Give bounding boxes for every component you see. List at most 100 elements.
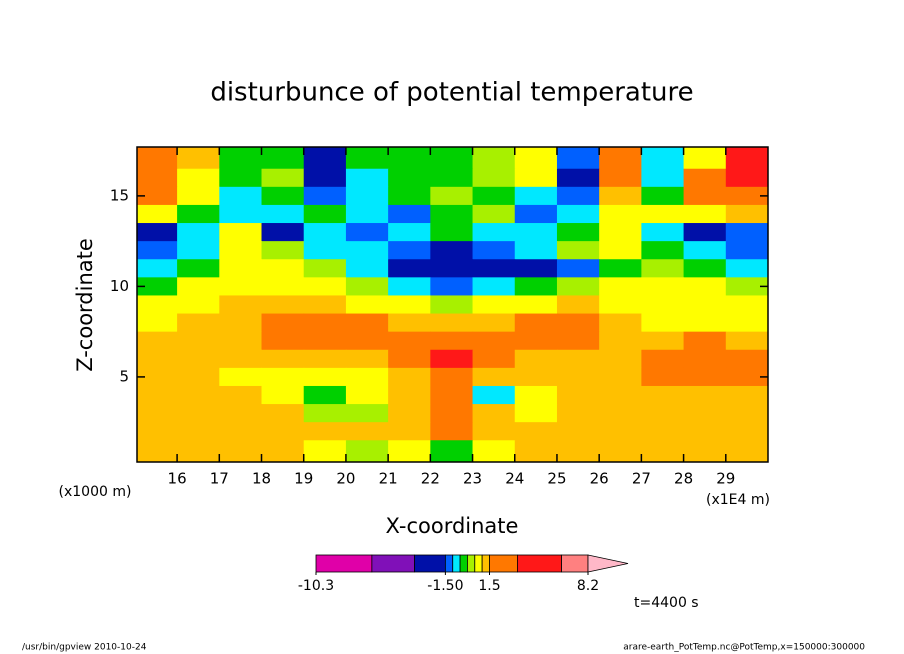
contour-cell <box>683 385 727 405</box>
contour-cell <box>683 241 727 260</box>
x-tick-label: 26 <box>590 470 609 488</box>
contour-cell <box>303 313 347 333</box>
contour-cell <box>177 204 220 224</box>
contour-cell <box>345 404 389 423</box>
contour-cell <box>219 295 263 315</box>
contour-cell <box>641 349 685 369</box>
contour-cell <box>725 367 769 387</box>
contour-cell <box>345 223 389 242</box>
contour-cell <box>219 367 263 387</box>
contour-cell <box>137 186 178 206</box>
contour-cell <box>345 277 389 296</box>
contour-cell <box>137 313 178 333</box>
contour-cell <box>388 349 431 369</box>
contour-cell <box>725 349 769 369</box>
contour-cell <box>303 147 347 170</box>
contour-cell <box>514 259 558 278</box>
contour-cell <box>137 367 178 387</box>
contour-cell <box>683 440 727 463</box>
contour-cell <box>388 404 431 423</box>
contour-cell <box>599 204 642 224</box>
y-axis-label: Z-coordinate <box>73 238 97 372</box>
x-tick-label: 28 <box>674 470 693 488</box>
contour-cell <box>219 440 263 463</box>
contour-cell <box>599 331 642 351</box>
contour-cell <box>514 404 558 423</box>
contour-cell <box>261 313 305 333</box>
footer-right: arare-earth_PotTemp.nc@PotTemp,x=150000:… <box>623 643 865 653</box>
contour-cell <box>137 422 178 441</box>
x-tick-label: 29 <box>716 470 735 488</box>
contour-cell <box>556 168 600 188</box>
contour-cell <box>556 241 600 260</box>
contour-cell <box>137 440 178 463</box>
contour-cell <box>219 385 263 405</box>
contour-cell <box>388 223 431 242</box>
contour-cell <box>177 295 220 315</box>
y-tick-label: 10 <box>110 277 129 295</box>
contour-cell <box>137 295 178 315</box>
contour-cell <box>599 241 642 260</box>
contour-cell <box>472 404 516 423</box>
colorbar-segment <box>459 554 468 573</box>
contour-cell <box>388 204 431 224</box>
contour-cell <box>430 168 474 188</box>
contour-cell <box>599 349 642 369</box>
contour-cell <box>430 349 474 369</box>
colorbar-segment <box>315 554 373 573</box>
contour-cell <box>641 223 685 242</box>
contour-cell <box>472 440 516 463</box>
contour-cell <box>177 259 220 278</box>
contour-cell <box>345 313 389 333</box>
contour-cell <box>303 295 347 315</box>
contour-cell <box>683 367 727 387</box>
contour-cell <box>683 186 727 206</box>
contour-cell <box>599 313 642 333</box>
contour-cell <box>514 422 558 441</box>
contour-cell <box>388 168 431 188</box>
contour-cell <box>219 241 263 260</box>
contour-cell <box>472 147 516 170</box>
contour-cell <box>514 277 558 296</box>
contour-cell <box>177 186 220 206</box>
x-tick-label: 24 <box>505 470 524 488</box>
contour-cell <box>261 440 305 463</box>
contour-cell <box>345 367 389 387</box>
contour-cell <box>514 186 558 206</box>
contour-cell <box>725 259 769 278</box>
contour-cell <box>472 385 516 405</box>
contour-cell <box>137 223 178 242</box>
x-tick-label: 25 <box>547 470 566 488</box>
contour-cell <box>599 404 642 423</box>
contour-cell <box>303 186 347 206</box>
contour-cell <box>599 422 642 441</box>
contour-cell <box>388 331 431 351</box>
contour-cell <box>388 259 431 278</box>
contour-cell <box>725 331 769 351</box>
contour-cell <box>177 147 220 170</box>
contour-cell <box>388 313 431 333</box>
contour-cell <box>388 186 431 206</box>
x-tick-label: 27 <box>632 470 651 488</box>
contour-cell <box>725 295 769 315</box>
colorbar-tick-label: 1.5 <box>478 578 500 594</box>
contour-cell <box>430 147 474 170</box>
x-tick-label: 23 <box>463 470 482 488</box>
contour-cell <box>303 204 347 224</box>
contour-cell <box>430 277 474 296</box>
contour-cell <box>641 147 685 170</box>
contour-cell <box>430 331 474 351</box>
contour-cell <box>219 168 263 188</box>
annotation: t=4400 s <box>634 595 699 611</box>
contour-cell <box>345 440 389 463</box>
contour-cell <box>556 313 600 333</box>
contour-cell <box>641 295 685 315</box>
contour-cell <box>472 349 516 369</box>
contour-cell <box>137 259 178 278</box>
x-tick-label: 22 <box>421 470 440 488</box>
contour-cell <box>599 385 642 405</box>
plot-frame <box>136 146 769 463</box>
contour-cell <box>641 422 685 441</box>
contour-cell <box>641 168 685 188</box>
contour-cell <box>219 349 263 369</box>
